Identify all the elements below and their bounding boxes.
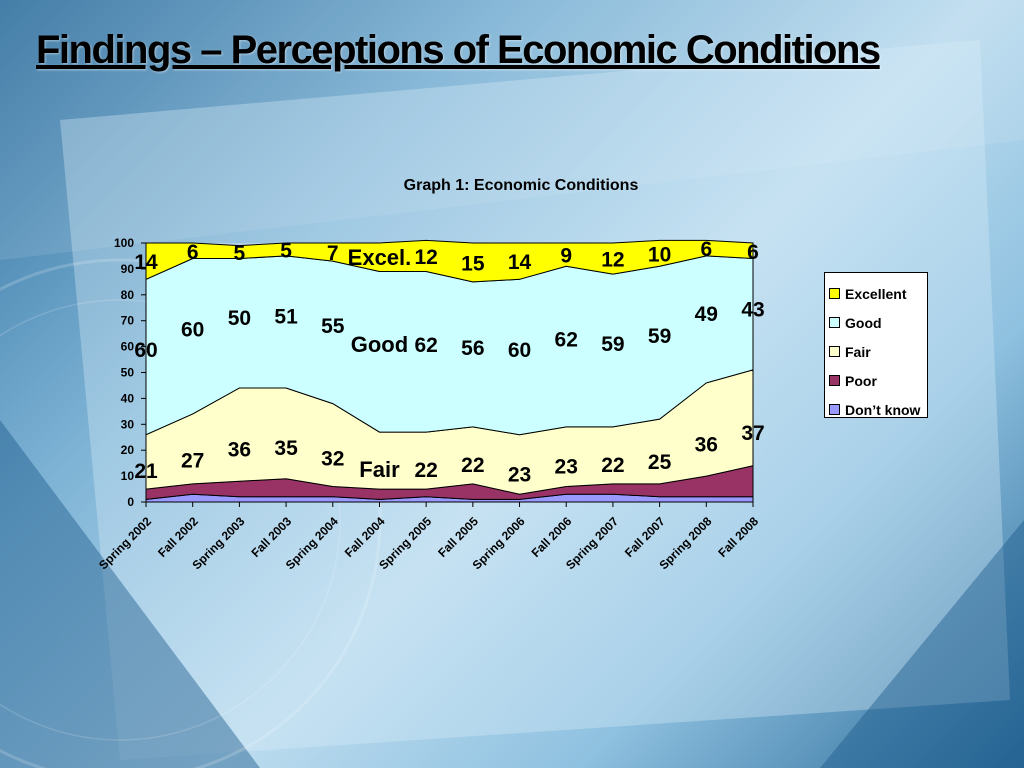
legend-swatch [829,317,840,328]
y-tick-label: 40 [121,391,135,405]
y-tick-label: 30 [121,417,135,431]
annotation-excel: Excel. [348,245,412,270]
y-tick-label: 10 [121,469,135,483]
data-label-fair: 25 [648,451,672,474]
legend-label: Poor [845,372,877,389]
legend-item-fair: Fair [829,337,923,366]
chart-title: Graph 1: Economic Conditions [404,177,639,194]
area-excellent [145,239,754,283]
data-label-fair: 22 [461,454,484,477]
y-tick-label: 80 [121,288,135,302]
y-tick-label: 100 [114,236,134,250]
data-label-excellent: 6 [700,238,712,261]
legend-swatch [829,375,840,386]
data-label-good: 62 [414,334,437,357]
data-label-good: 49 [695,303,718,326]
legend-swatch [829,346,840,357]
data-label-excellent: 12 [414,246,437,269]
x-tick-label: Fall 2008 [715,514,761,560]
y-tick-label: 60 [121,340,135,354]
data-label-excellent: 12 [601,249,624,272]
x-tick-label: Fall 2002 [155,514,201,560]
data-label-good: 60 [508,339,531,362]
y-tick-label: 90 [121,262,135,276]
data-label-good: 56 [461,337,484,360]
legend-item-good: Good [829,308,923,337]
legend-label: Excellent [845,285,907,302]
chart-legend: Excellent Good Fair Poor Don’t know [824,272,928,418]
data-label-fair: 27 [181,449,204,472]
data-label-good: 59 [601,333,624,356]
legend-swatch [829,288,840,299]
data-label-fair: 37 [741,422,764,445]
data-label-good: 55 [321,315,345,338]
data-label-excellent: 14 [508,251,532,274]
data-label-fair: 32 [321,447,344,470]
data-label-good: 43 [741,299,764,322]
x-tick-label: Fall 2004 [342,514,388,560]
data-label-fair: 23 [508,463,531,486]
data-label-good: 59 [648,325,671,348]
data-label-good: 51 [274,305,298,328]
y-tick-label: 70 [121,314,135,328]
data-label-excellent: 6 [747,241,759,264]
y-tick-label: 20 [121,443,135,457]
legend-swatch [829,404,840,415]
data-label-excellent: 6 [187,241,199,264]
x-tick-label: Fall 2003 [248,514,294,560]
slide-title: Findings – Perceptions of Economic Condi… [36,28,881,72]
x-tick-label: Spring 2002 [96,514,154,572]
data-label-excellent: 9 [560,245,572,268]
data-label-fair: 23 [555,456,578,479]
x-tick-label: Fall 2005 [435,514,481,560]
legend-item-excellent: Excellent [829,279,923,308]
data-label-good: 60 [181,318,204,341]
legend-item-don-t-know: Don’t know [829,395,923,424]
legend-label: Fair [845,343,871,360]
data-label-good: 50 [228,307,251,330]
legend-item-poor: Poor [829,366,923,395]
legend-label: Good [845,314,882,331]
data-label-fair: 22 [601,454,624,477]
legend-label: Don’t know [845,401,921,418]
data-label-excellent: 15 [461,252,485,275]
data-label-excellent: 7 [327,242,339,265]
data-label-excellent: 5 [234,242,246,265]
data-label-fair: 35 [274,437,298,460]
x-tick-label: Fall 2006 [529,514,575,560]
annotation-good: Good [351,332,408,357]
data-label-fair: 36 [695,433,718,456]
y-tick-label: 0 [127,495,134,509]
data-label-fair: 36 [228,439,251,462]
annotation-fair: Fair [359,457,400,482]
data-label-fair: 22 [414,459,437,482]
y-tick-label: 50 [121,366,135,380]
data-label-excellent: 10 [648,243,671,266]
x-tick-label: Fall 2007 [622,514,668,560]
data-label-good: 62 [555,329,578,352]
data-label-excellent: 5 [280,239,292,262]
